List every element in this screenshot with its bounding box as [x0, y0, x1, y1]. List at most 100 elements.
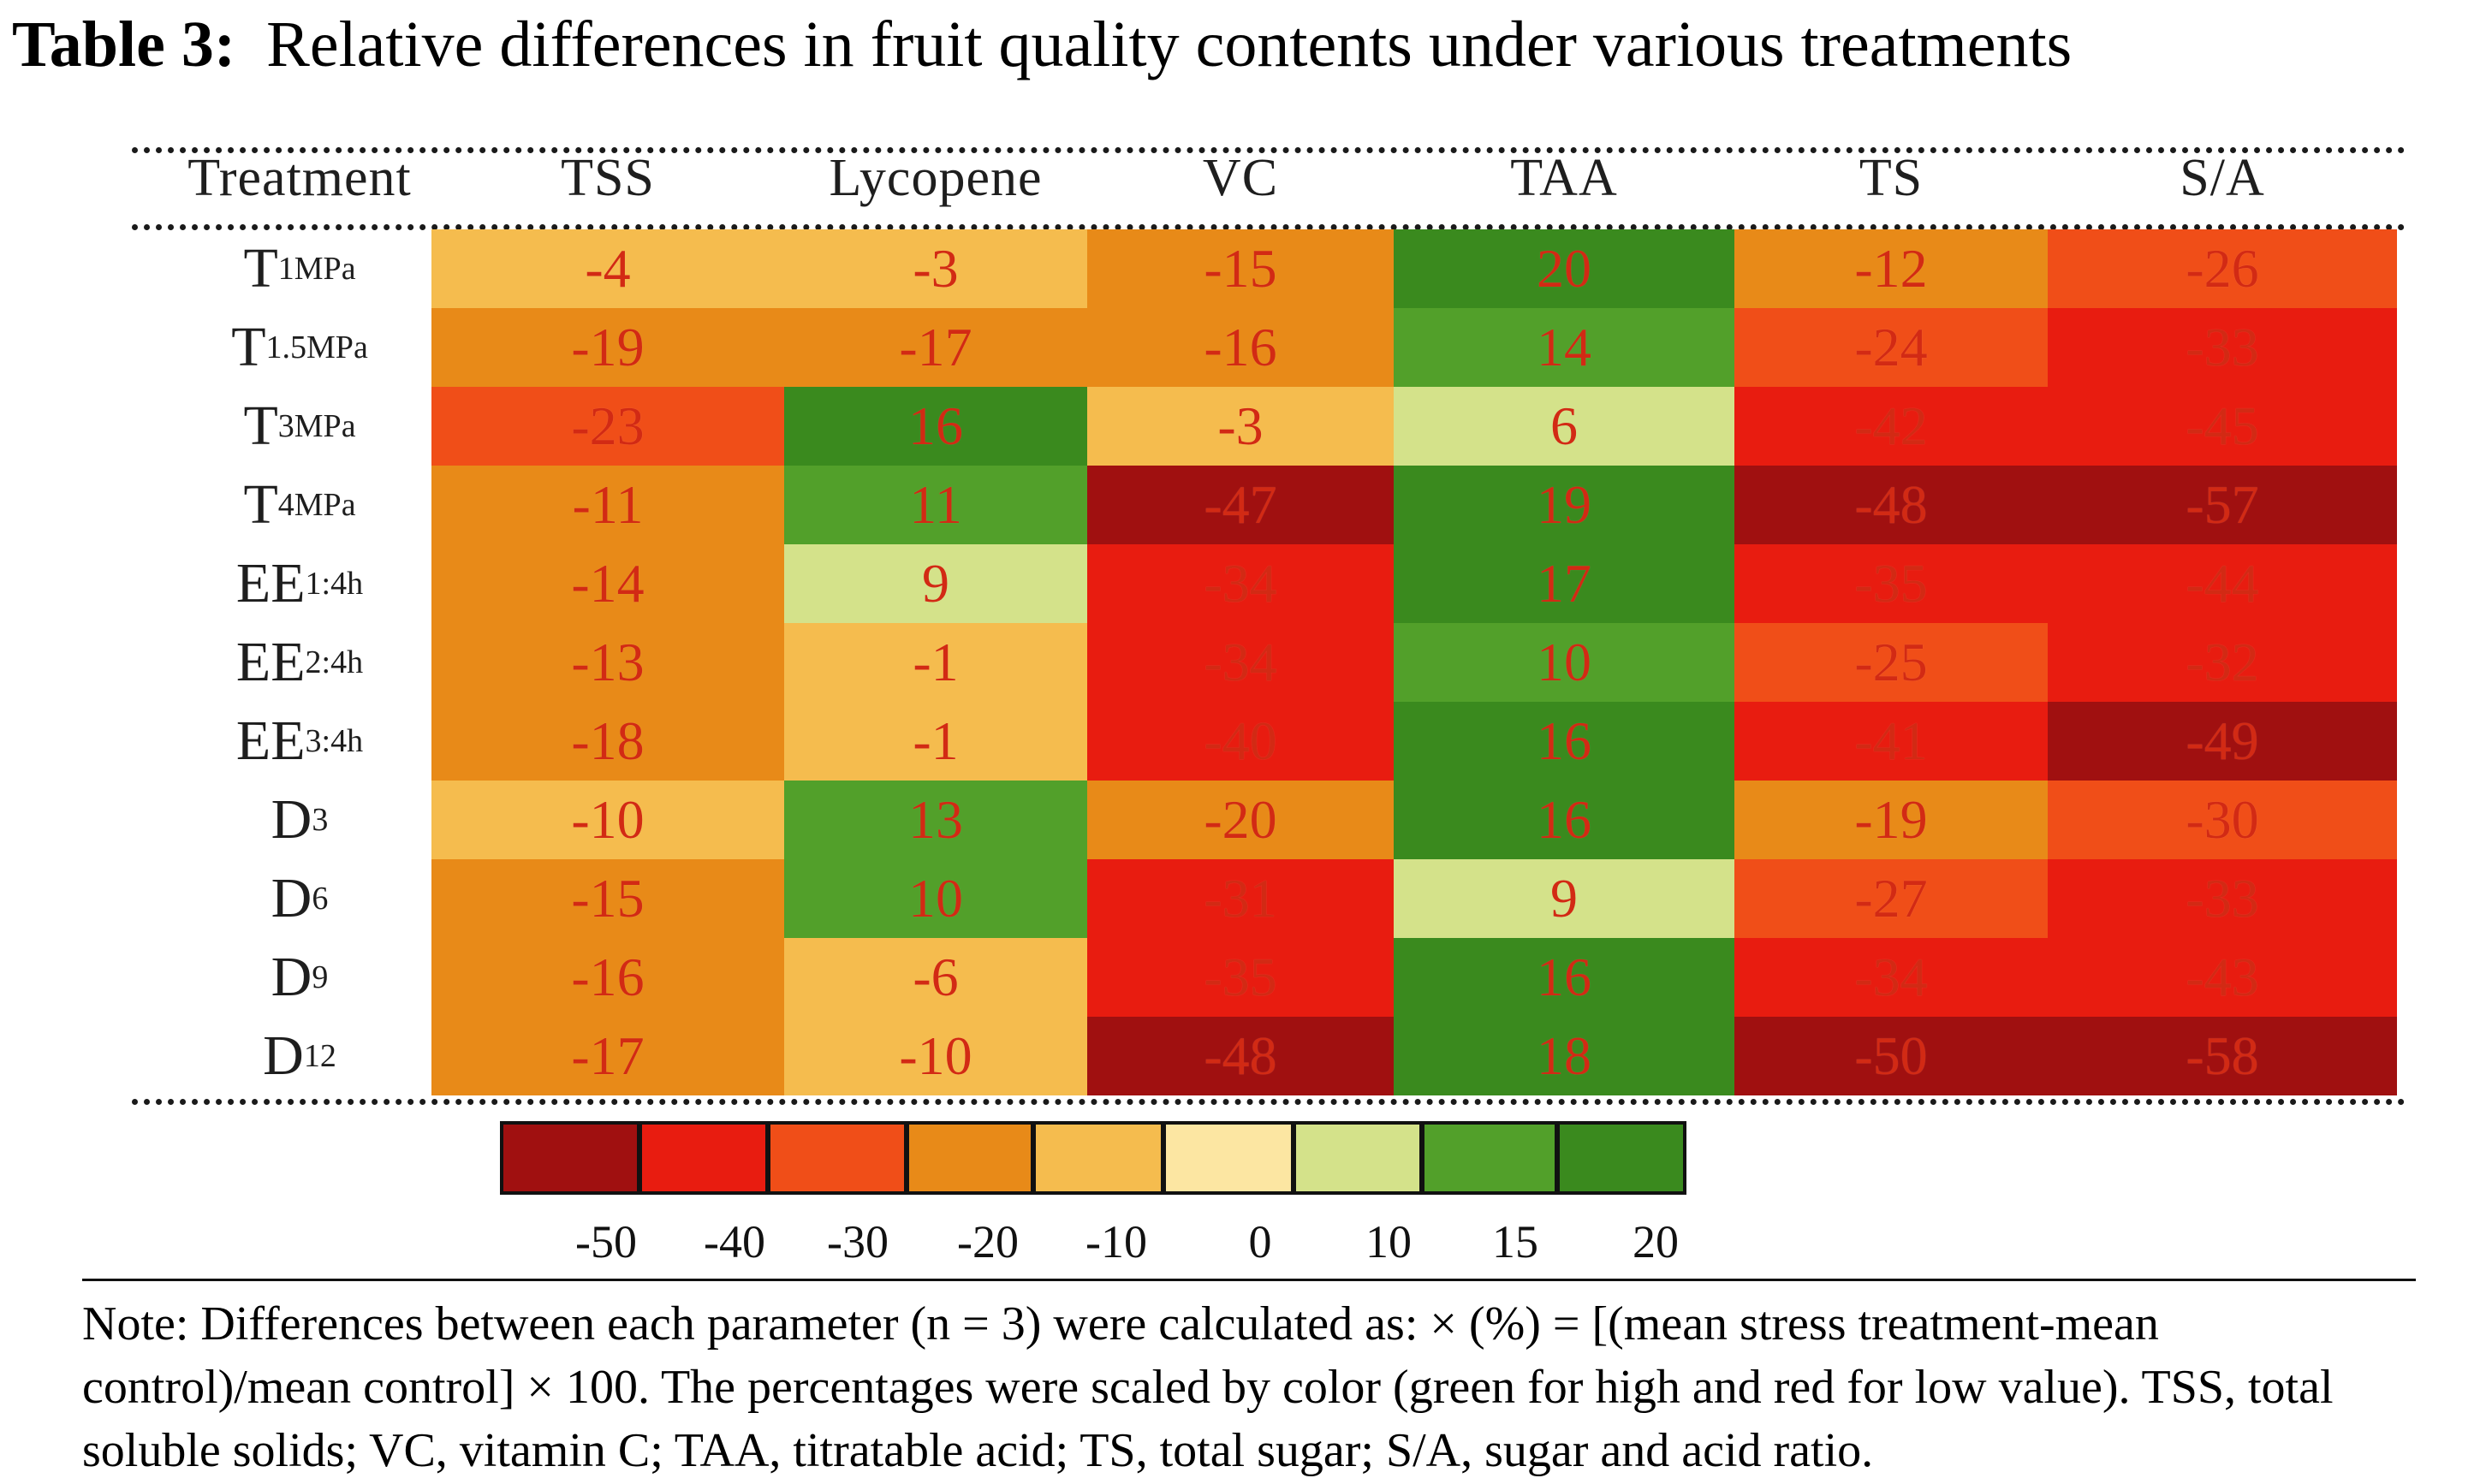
- heatmap-cell: -58: [2048, 1017, 2397, 1095]
- row-label: D 12: [263, 1024, 336, 1087]
- cell-value: -27: [1854, 868, 1928, 929]
- heatmap-cell: -41: [1734, 702, 2048, 781]
- cell-value: -33: [2186, 868, 2259, 929]
- row-label: T 1MPa: [243, 237, 356, 300]
- heatmap-cell: -24: [1734, 308, 2048, 387]
- heatmap-cell: -34: [1734, 938, 2048, 1017]
- legend-tick-label: 0: [1248, 1216, 1272, 1267]
- heatmap-cell: 20: [1394, 229, 1734, 308]
- heatmap-cell: -33: [2048, 308, 2397, 387]
- heatmap-cell: -4: [431, 229, 784, 308]
- heatmap-cell: 18: [1394, 1017, 1734, 1095]
- cell-value: 14: [1537, 317, 1591, 377]
- heatmap-cell: 16: [784, 387, 1087, 466]
- cell-value: -10: [899, 1025, 972, 1086]
- heatmap-cell: -47: [1087, 466, 1394, 544]
- heatmap-cell: -11: [431, 466, 784, 544]
- heatmap-cell: -35: [1734, 544, 2048, 623]
- heatmap-cell: -15: [431, 859, 784, 938]
- heatmap-cell: 17: [1394, 544, 1734, 623]
- cell-value: -1: [913, 710, 959, 771]
- cell-value: -34: [1204, 632, 1277, 692]
- row-label: EE 2:4h: [235, 631, 364, 693]
- heatmap-cell: -16: [1087, 308, 1394, 387]
- cell-value: 13: [908, 789, 963, 850]
- cell-value: -35: [1854, 553, 1928, 614]
- cell-value: -34: [1204, 553, 1277, 614]
- cell-value: -13: [571, 632, 645, 692]
- heatmap-cell: -27: [1734, 859, 2048, 938]
- heatmap-cell: -19: [1734, 781, 2048, 859]
- column-header-4: TAA: [1510, 148, 1618, 207]
- heatmap-cell: -12: [1734, 229, 2048, 308]
- column-header-1: TSS: [561, 148, 655, 207]
- cell-value: -20: [1204, 789, 1277, 850]
- cell-value: 10: [1537, 632, 1591, 692]
- table-note: Note: Differences between each parameter…: [82, 1297, 2334, 1477]
- heatmap-cell: 9: [784, 544, 1087, 623]
- heatmap-cell: -50: [1734, 1017, 2048, 1095]
- cell-value: 20: [1537, 238, 1591, 299]
- cell-value: -10: [571, 789, 645, 850]
- cell-value: -18: [571, 710, 645, 771]
- heatmap-cell: -25: [1734, 623, 2048, 702]
- cell-value: -44: [2186, 553, 2259, 614]
- heatmap-cell: -13: [431, 623, 784, 702]
- heatmap-cell: -35: [1087, 938, 1394, 1017]
- heatmap-cell: 16: [1394, 781, 1734, 859]
- cell-value: -57: [2186, 474, 2259, 535]
- row-label: T 1.5MPa: [231, 316, 368, 378]
- heatmap-cell: -18: [431, 702, 784, 781]
- cell-value: -58: [2186, 1025, 2259, 1086]
- table-title: Table 3: Relative differences in fruit qu…: [12, 5, 2072, 84]
- heatmap-cell: -48: [1734, 466, 2048, 544]
- cell-value: -26: [2186, 238, 2259, 299]
- legend-swatch: [500, 1121, 640, 1195]
- row-label: EE 3:4h: [235, 709, 364, 772]
- cell-value: 10: [908, 868, 963, 929]
- cell-value: -4: [585, 238, 631, 299]
- heatmap-cell: -33: [2048, 859, 2397, 938]
- heatmap-cell: 13: [784, 781, 1087, 859]
- legend-tick-label: 10: [1365, 1216, 1412, 1267]
- heatmap-cell: -10: [431, 781, 784, 859]
- table-number: Table 3:: [12, 9, 236, 80]
- cell-value: -47: [1204, 474, 1277, 535]
- heatmap-cell: 9: [1394, 859, 1734, 938]
- legend-tick-label: -40: [704, 1216, 765, 1267]
- column-header-0: Treatment: [187, 148, 412, 207]
- heatmap-cell: -15: [1087, 229, 1394, 308]
- heatmap-cell: 19: [1394, 466, 1734, 544]
- heatmap-cell: -57: [2048, 466, 2397, 544]
- cell-value: -1: [913, 632, 959, 692]
- heatmap-cell: -1: [784, 702, 1087, 781]
- cell-value: 16: [1537, 789, 1591, 850]
- heatmap-cell: 10: [1394, 623, 1734, 702]
- heatmap-cell: -26: [2048, 229, 2397, 308]
- legend-swatch: [1421, 1121, 1558, 1195]
- cell-value: -40: [1204, 710, 1277, 771]
- legend-swatch: [767, 1121, 907, 1195]
- cell-value: -41: [1854, 710, 1928, 771]
- heatmap-cell: -42: [1734, 387, 2048, 466]
- cell-value: -11: [572, 474, 644, 535]
- cell-value: -15: [571, 868, 645, 929]
- heatmap-cell: -34: [1087, 623, 1394, 702]
- heatmap-cell: -1: [784, 623, 1087, 702]
- cell-value: -17: [899, 317, 972, 377]
- heatmap-cell: -17: [784, 308, 1087, 387]
- header-rule: [132, 224, 2406, 230]
- note-rule: [82, 1279, 2416, 1281]
- heatmap-cell: -20: [1087, 781, 1394, 859]
- cell-value: -15: [1204, 238, 1277, 299]
- cell-value: -42: [1854, 395, 1928, 456]
- cell-value: -6: [913, 947, 959, 1007]
- cell-value: -16: [571, 947, 645, 1007]
- cell-value: 6: [1550, 395, 1578, 456]
- cell-value: -16: [1204, 317, 1277, 377]
- legend-tick-label: -30: [827, 1216, 889, 1267]
- heatmap-cell: -3: [1087, 387, 1394, 466]
- cell-value: 19: [1537, 474, 1591, 535]
